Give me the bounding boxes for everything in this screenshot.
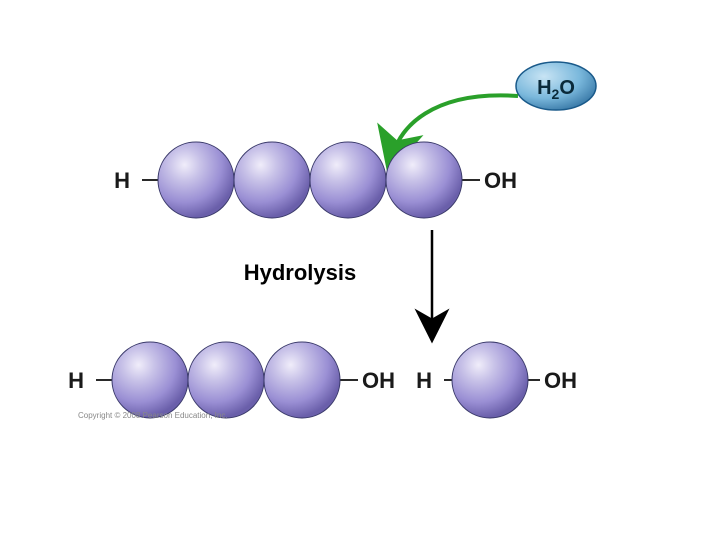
br-OH-label: OH — [544, 368, 577, 393]
top-polymer-chain: H OH — [114, 142, 517, 218]
bottom-right-monomer: H OH — [416, 342, 577, 418]
top-OH-label: OH — [484, 168, 517, 193]
hydrolysis-diagram: H2O H OH Hydrolysis H OH — [0, 0, 720, 540]
water-O: O — [559, 77, 575, 99]
top-monomer-3 — [310, 142, 386, 218]
process-label: Hydrolysis — [244, 260, 357, 285]
bl-H-label: H — [68, 368, 84, 393]
top-monomer-1 — [158, 142, 234, 218]
bl-monomer-3 — [264, 342, 340, 418]
br-monomer-1 — [452, 342, 528, 418]
water-H: H — [537, 77, 551, 99]
top-H-label: H — [114, 168, 130, 193]
bottom-left-trimer: H OH — [68, 342, 395, 418]
bl-monomer-2 — [188, 342, 264, 418]
copyright-text: Copyright © 2008 Pearson Education, Inc. — [78, 411, 228, 420]
top-monomer-2 — [234, 142, 310, 218]
br-H-label: H — [416, 368, 432, 393]
bl-monomer-1 — [112, 342, 188, 418]
bl-OH-label: OH — [362, 368, 395, 393]
water-molecule: H2O — [516, 62, 596, 110]
water-sub: 2 — [552, 86, 560, 102]
top-monomer-4 — [386, 142, 462, 218]
